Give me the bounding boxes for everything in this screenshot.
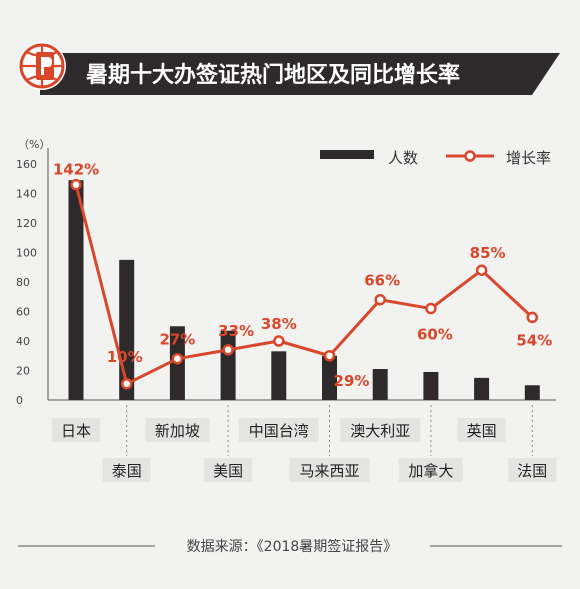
- growth-point: [273, 335, 285, 347]
- category-label-box: [204, 458, 253, 482]
- y-axis-ticks: 0 20 40 60 80 100 120 140 160: [16, 158, 37, 407]
- growth-rate-label: 85%: [470, 244, 506, 262]
- growth-point: [323, 350, 336, 362]
- bar: [524, 385, 540, 400]
- bar: [68, 180, 84, 400]
- bars: [68, 180, 540, 400]
- growth-line: [70, 178, 539, 390]
- growth-point: [222, 344, 234, 356]
- y-tick-label: 80: [16, 276, 30, 289]
- growth-rate-label: 142%: [53, 161, 99, 179]
- growth-rate-label: 27%: [159, 331, 195, 349]
- footer: 数据来源：《2018暑期签证报告》: [18, 538, 562, 555]
- legend-bar-label: 人数: [388, 149, 418, 167]
- y-tick-label: 100: [16, 247, 37, 260]
- category-label: 英国: [467, 422, 497, 440]
- category-label-box: [145, 418, 210, 442]
- y-tick-label: 60: [16, 306, 30, 319]
- growth-rate-label: 66%: [364, 272, 400, 290]
- category-label: 美国: [213, 462, 243, 480]
- header-band: [40, 53, 560, 95]
- category-label: 马来西亚: [299, 462, 359, 480]
- globe-passport-icon: [18, 42, 66, 90]
- growth-point: [120, 378, 133, 390]
- category-label-box: [52, 418, 100, 442]
- page-title: 暑期十大办签证热门地区及同比增长率: [86, 62, 460, 88]
- growth-polyline: [74, 184, 534, 386]
- category-label: 澳大利亚: [350, 422, 410, 440]
- growth-point: [374, 293, 386, 306]
- category-label: 中国台湾: [249, 422, 309, 440]
- legend-line-marker: [464, 150, 476, 162]
- growth-point: [526, 311, 539, 324]
- y-tick-label: 120: [16, 217, 37, 230]
- growth-rate-label: 60%: [417, 326, 453, 344]
- legend-bar-swatch: [320, 150, 374, 159]
- header: 暑期十大办签证热门地区及同比增长率: [18, 42, 560, 95]
- source-text: 数据来源：《2018暑期签证报告》: [187, 538, 398, 555]
- legend-line-label: 增长率: [506, 149, 551, 167]
- y-tick-label: 140: [16, 188, 37, 201]
- bar: [474, 377, 490, 400]
- bar: [220, 330, 236, 400]
- category-label: 新加坡: [155, 422, 200, 440]
- y-tick-label: 0: [16, 394, 23, 407]
- y-tick-label: 20: [16, 365, 30, 378]
- category-label-box: [289, 458, 370, 482]
- growth-point: [171, 352, 184, 365]
- category-label-box: [508, 458, 557, 482]
- category-label: 泰国: [112, 462, 142, 480]
- growth-point: [70, 178, 82, 191]
- category-label-box: [238, 418, 319, 442]
- category-label: 法国: [517, 462, 547, 480]
- bar: [322, 355, 337, 400]
- bar: [271, 351, 287, 400]
- data-labels: 142% 10% 27% 33% 38% 29% 66% 60% 85% 54%: [53, 161, 552, 390]
- growth-point: [425, 302, 437, 315]
- category-label-box: [398, 458, 463, 482]
- growth-rate-label: 10%: [107, 348, 143, 366]
- growth-rate-label: 54%: [516, 331, 552, 349]
- y-tick-label: 160: [16, 158, 37, 171]
- category-label-box: [340, 418, 421, 442]
- y-tick-label: 40: [16, 335, 30, 348]
- category-label-box: [457, 418, 506, 442]
- growth-point: [475, 264, 488, 276]
- legend: 人数 增长率: [320, 149, 551, 167]
- growth-rate-label: 33%: [218, 322, 254, 340]
- category-label: 加拿大: [408, 462, 453, 480]
- bar: [372, 369, 388, 400]
- bar: [423, 371, 439, 400]
- category-label-box: [102, 458, 151, 482]
- growth-rate-label: 29%: [334, 372, 370, 390]
- growth-rate-label: 38%: [261, 315, 297, 333]
- category-label: 日本: [61, 422, 91, 440]
- y-axis-unit: （%）: [18, 138, 50, 151]
